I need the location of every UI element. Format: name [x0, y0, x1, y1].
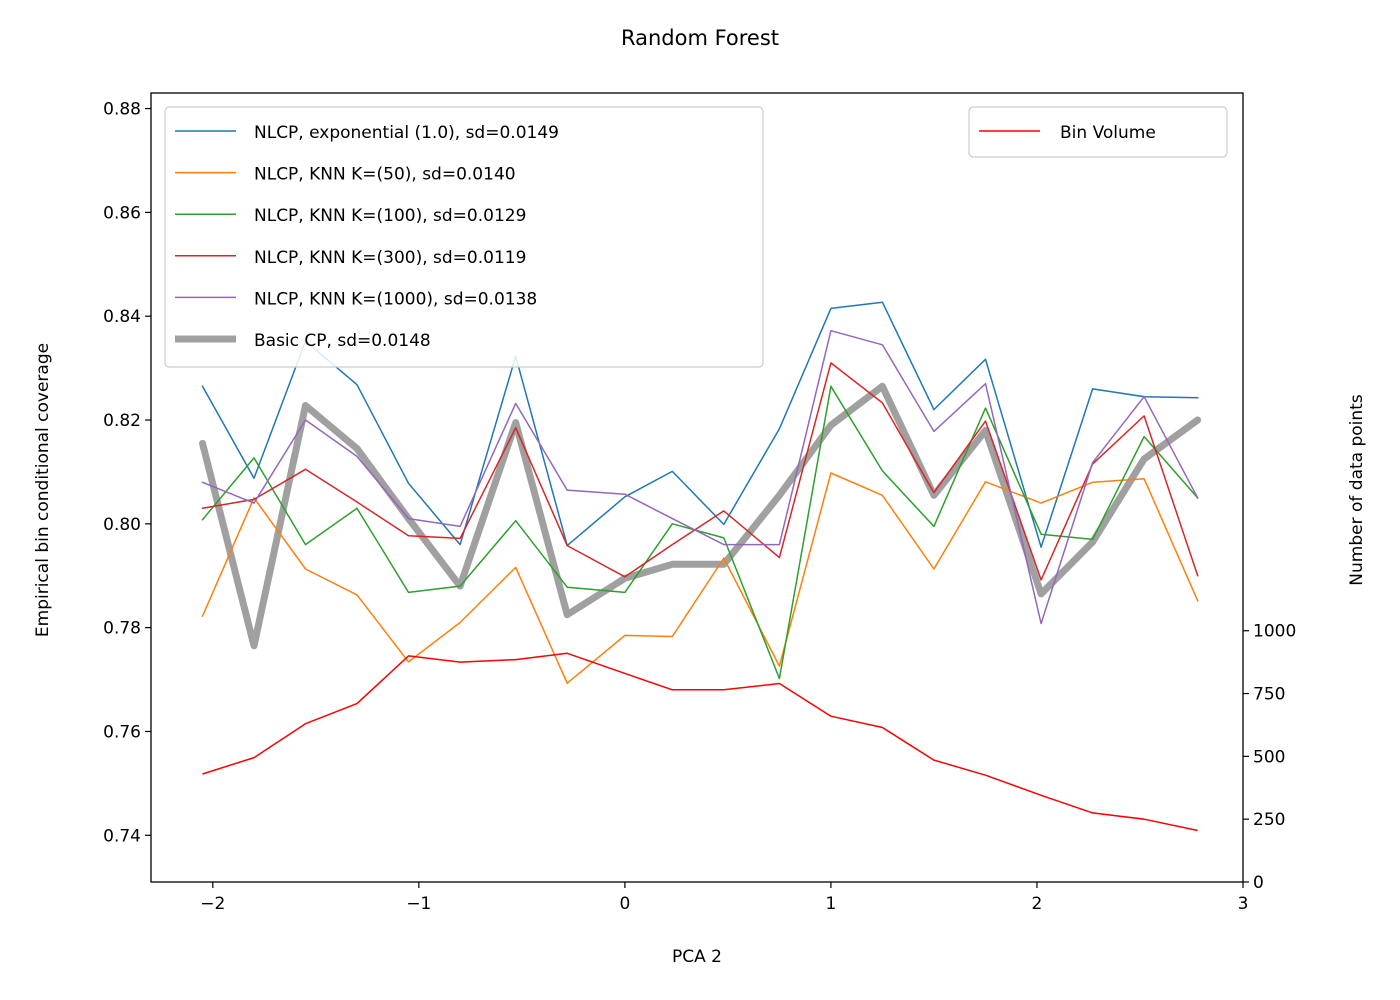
y2-tick-label: 500	[1253, 747, 1285, 767]
y2-tick-label: 250	[1253, 810, 1285, 830]
y2-axis-label: Number of data points	[1347, 394, 1367, 586]
legend-label-5: Basic CP, sd=0.0148	[254, 331, 431, 351]
y-tick-label: 0.88	[103, 100, 141, 120]
series-line-0	[201, 301, 1199, 548]
series-line-1	[201, 472, 1199, 684]
y-tick-label: 0.78	[103, 619, 141, 639]
legend-main-box	[164, 106, 764, 368]
y2-tick-label: 750	[1253, 685, 1285, 705]
x-axis: −2 −1 0 1 2 3	[200, 882, 1248, 914]
y-tick-label: 0.76	[103, 722, 141, 742]
legend-secondary: Bin Volume	[968, 106, 1228, 158]
legend-label-3: NLCP, KNN K=(300), sd=0.0119	[254, 248, 526, 268]
x-tick-label: −1	[406, 894, 431, 914]
bin-volume-line	[202, 652, 1198, 832]
legend-main: NLCP, exponential (1.0), sd=0.0149 NLCP, …	[164, 106, 764, 368]
y-tick-label: 0.84	[103, 307, 141, 327]
series-line-4	[201, 329, 1199, 625]
y-axis-left: 0.74 0.76 0.78 0.80 0.82 0.84 0.86 0.88	[103, 100, 151, 846]
series-line-5	[199, 382, 1202, 650]
x-tick-label: 1	[826, 894, 837, 914]
series-line-3	[201, 362, 1199, 581]
y-tick-label: 0.74	[103, 826, 141, 846]
y-tick-label: 0.86	[103, 203, 141, 223]
y2-tick-label: 1000	[1253, 622, 1296, 642]
legend-label-bin-volume: Bin Volume	[1060, 123, 1156, 143]
legend-label-1: NLCP, KNN K=(50), sd=0.0140	[254, 165, 516, 185]
x-tick-label: 0	[619, 894, 630, 914]
y-axis-right: 0 250 500 750 1000	[1243, 622, 1296, 893]
x-axis-label: PCA 2	[672, 947, 722, 967]
plot-area-frame	[150, 92, 1244, 883]
x-tick-label: −2	[200, 894, 225, 914]
y2-tick-label: 0	[1253, 873, 1264, 893]
legend-secondary-box	[968, 106, 1228, 158]
lines-layer	[199, 301, 1202, 832]
y-tick-label: 0.80	[103, 515, 141, 535]
legend-label-2: NLCP, KNN K=(100), sd=0.0129	[254, 206, 526, 226]
legend-label-4: NLCP, KNN K=(1000), sd=0.0138	[254, 289, 537, 309]
chart-title: Random Forest	[621, 26, 779, 50]
x-tick-label: 2	[1032, 894, 1043, 914]
legend-label-0: NLCP, exponential (1.0), sd=0.0149	[254, 123, 559, 143]
y-axis-label: Empirical bin conditional coverage	[33, 343, 53, 637]
x-tick-label: 3	[1238, 894, 1249, 914]
y-tick-label: 0.82	[103, 411, 141, 431]
